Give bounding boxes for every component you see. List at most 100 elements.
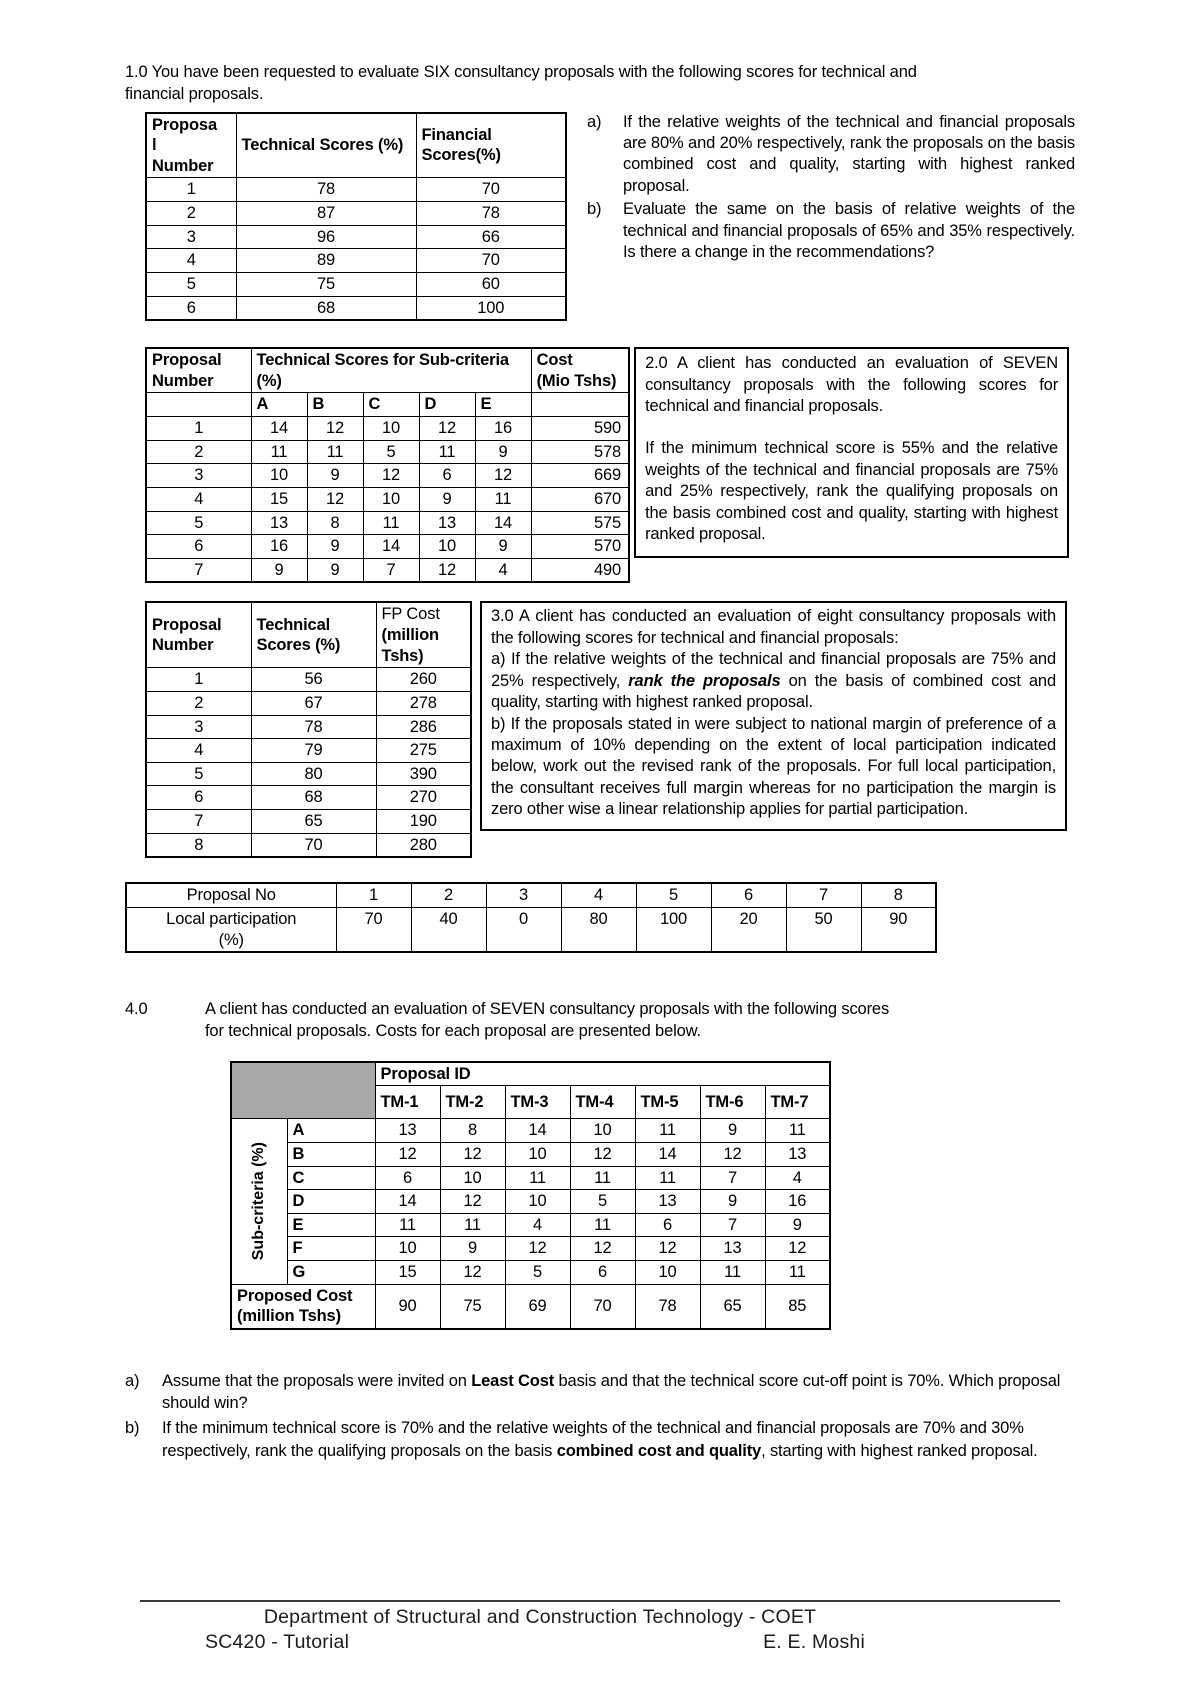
corner-cell: [230, 1061, 376, 1120]
q1-col-financial-scores: Financial Scores(%): [415, 112, 567, 179]
q1-col-proposal-number: Proposa l Number: [145, 112, 237, 179]
cell: 11: [439, 1212, 506, 1238]
table-row: Local participation (%) 70 40 0 80 100 20 50 90: [125, 906, 937, 953]
cell: 100: [635, 906, 712, 953]
table-row: 7 65 190: [145, 809, 472, 834]
cell: 66: [415, 224, 567, 250]
cell: 9: [474, 439, 532, 465]
cell: 12: [306, 486, 364, 512]
cell: 70: [569, 1283, 636, 1330]
cell: 10: [504, 1189, 571, 1214]
q2-col-proposal-number: Proposal Number: [145, 347, 252, 394]
page-footer: Department of Structural and Constructio…: [140, 1600, 1060, 1654]
row-label: Local participation (%): [125, 906, 337, 953]
cell: 5: [145, 271, 237, 297]
cell: 80: [250, 761, 377, 787]
table-row: E 11 11 4 11 6 7 9: [231, 1212, 831, 1238]
cell: 270: [375, 785, 472, 811]
cell: 67: [250, 690, 377, 716]
cell: 9: [699, 1118, 766, 1143]
item-text: Evaluate the same on the basis of relati…: [623, 200, 1075, 262]
cell: 9: [250, 557, 308, 583]
cell: 78: [235, 177, 417, 203]
cell: 12: [699, 1141, 766, 1167]
cell: 12: [569, 1141, 636, 1167]
cell: 7: [145, 557, 252, 583]
subcol-d: D: [418, 392, 476, 418]
footer-course: SC420 - Tutorial: [205, 1631, 350, 1653]
col-tm2: TM-2: [439, 1085, 506, 1120]
cell: 14: [634, 1141, 701, 1167]
cell: 12: [634, 1236, 701, 1262]
cell: 13: [764, 1141, 831, 1167]
cell: 87: [235, 201, 417, 226]
q2-subcriteria-table: Proposal Number Technical Scores for Sub…: [145, 347, 631, 584]
footer-department: Department of Structural and Constructio…: [263, 1606, 817, 1628]
criterion-label: F: [286, 1236, 376, 1262]
cell: 669: [530, 463, 630, 488]
criterion-label: A: [286, 1118, 376, 1143]
list-item-b: b) If the minimum technical score is 70%…: [125, 1417, 1075, 1462]
cell: 1: [145, 416, 252, 441]
criterion-label: B: [286, 1141, 376, 1167]
cell: 70: [415, 177, 567, 203]
list-item-b: b) Evaluate the same on the basis of rel…: [587, 199, 1075, 263]
cell: 14: [374, 1189, 441, 1214]
col-tm5: TM-5: [634, 1085, 701, 1120]
cell: 8: [306, 510, 364, 536]
q1-questions: a) If the relative weights of the techni…: [587, 112, 1075, 266]
cell: 3: [145, 714, 252, 740]
cell: 40: [410, 906, 487, 953]
cell: 7: [145, 809, 252, 834]
cell: 11: [634, 1165, 701, 1191]
cell: 13: [418, 510, 476, 536]
table-row: F 10 9 12 12 12 13 12: [231, 1236, 831, 1262]
cell: 65: [699, 1283, 766, 1330]
q1-scores-table: Proposa l Number Technical Scores (%) Fi…: [145, 111, 567, 322]
col-tm4: TM-4: [569, 1085, 636, 1120]
question1-intro: 1.0 You have been requested to evaluate …: [125, 63, 917, 103]
header-row: Proposal ID: [230, 1061, 831, 1120]
cell: 10: [362, 486, 420, 512]
cell: 278: [375, 690, 472, 716]
cell: 6: [418, 463, 476, 488]
cell: 16: [250, 534, 308, 559]
footer-content: Department of Structural and Constructio…: [140, 1602, 940, 1654]
col-tm1: TM-1: [374, 1085, 441, 1120]
cell: 12: [569, 1236, 636, 1262]
cell: 6: [374, 1165, 441, 1191]
empty-cell: [530, 392, 630, 418]
row-label: Proposal No: [125, 882, 337, 908]
question-text: A client has conducted an evaluation of …: [205, 1000, 890, 1040]
cell: 6: [145, 295, 237, 321]
criterion-label: E: [286, 1212, 376, 1238]
q3-col-technical-scores: Technical Scores (%): [250, 601, 377, 669]
q3-item-b: b) If the proposals stated in were subje…: [491, 714, 1056, 819]
cell: 7: [362, 557, 420, 583]
cell: 5: [569, 1189, 636, 1214]
header-line: FP Cost: [381, 605, 440, 624]
cell: 4: [145, 486, 252, 512]
cell: 11: [569, 1212, 636, 1238]
cell: 11: [504, 1165, 571, 1191]
cell: 12: [439, 1189, 506, 1214]
table-row: Sub-criteria (%) A 13 8 14 10 11 9 11: [230, 1118, 831, 1285]
table-row: 8 70 280: [145, 832, 472, 858]
cell: 89: [235, 248, 417, 273]
cell: 11: [634, 1118, 701, 1143]
table-row: 1 14 12 10 12 16 590: [145, 416, 630, 441]
cell: 56: [250, 667, 377, 692]
table-row: 3 96 66: [145, 224, 567, 250]
list-item-a: a) If the relative weights of the techni…: [587, 112, 1075, 198]
q4-proposal-matrix-table: Proposal ID TM-1 TM-2 TM-3 TM-4 TM-5 TM-…: [230, 1060, 832, 1330]
cell: 11: [699, 1260, 766, 1285]
cell: 590: [530, 416, 630, 441]
item-label: a): [587, 112, 602, 131]
cell: 12: [374, 1141, 441, 1167]
cell: 6: [145, 785, 252, 811]
cell: 12: [474, 463, 532, 488]
cell: 12: [362, 463, 420, 488]
table-row: 6 68 270: [145, 785, 472, 811]
table-row: 5 80 390: [145, 761, 472, 787]
